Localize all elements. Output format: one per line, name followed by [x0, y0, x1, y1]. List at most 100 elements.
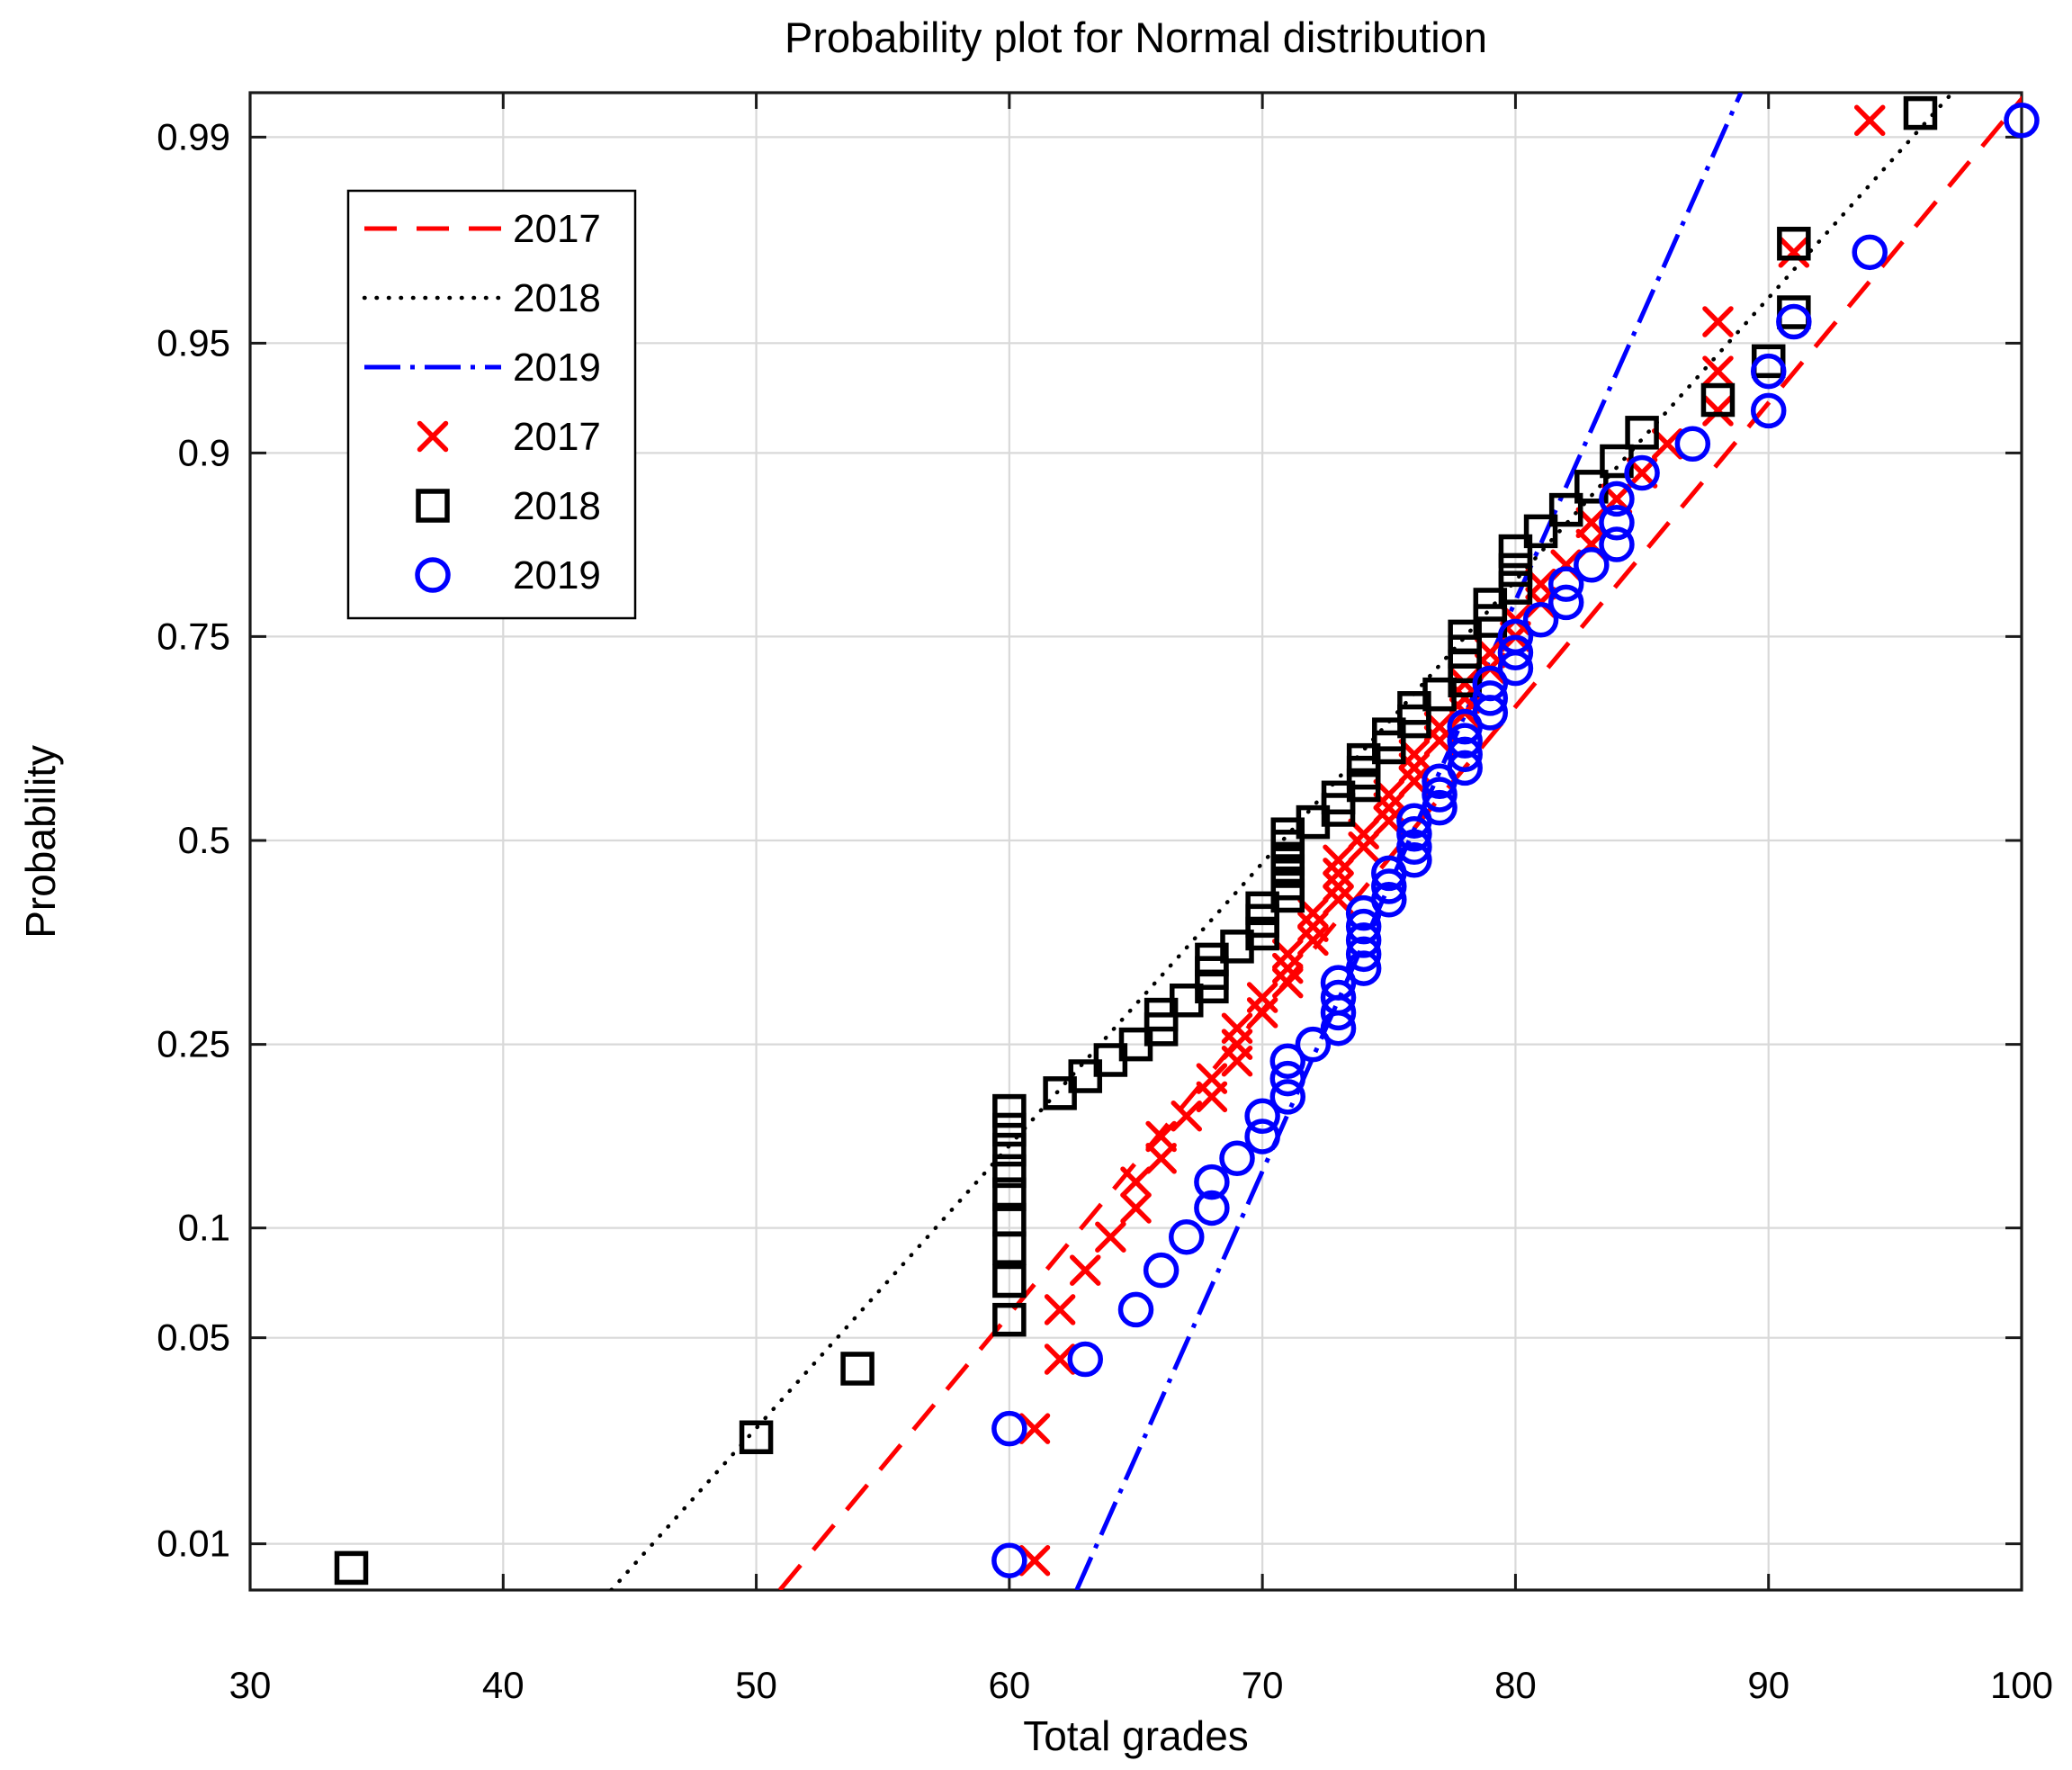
x-tick-label: 50 [735, 1664, 777, 1706]
legend: 2017 2018 2019 2017 2018 2019 [346, 189, 637, 620]
data-point-2019 [1117, 1291, 1154, 1328]
data-point-2019 [1345, 922, 1382, 958]
data-point-2018 [1777, 227, 1811, 261]
data-point-2019 [1674, 426, 1711, 463]
data-point-2017 [1044, 1294, 1076, 1325]
data-point-2019 [1320, 979, 1357, 1016]
data-point-2019 [1396, 829, 1432, 866]
data-point-2018 [1473, 588, 1508, 622]
data-point-2019 [2004, 103, 2040, 139]
data-point-2019 [1574, 547, 1610, 583]
data-point-2019 [1624, 454, 1660, 491]
legend-item-2018-line: 2018 [362, 276, 601, 320]
y-tick-label: 0.99 [157, 115, 230, 157]
data-point-2019 [1547, 566, 1584, 602]
legend-label: 2018 [513, 484, 601, 528]
data-point-2019 [1371, 882, 1407, 918]
data-point-2019 [991, 1542, 1027, 1578]
data-point-2019 [1295, 1026, 1332, 1063]
data-point-2017 [1297, 911, 1329, 942]
legend-label: 2019 [513, 553, 601, 597]
data-point-2019 [1169, 1218, 1205, 1255]
x-axis-label: Total grades [1023, 1712, 1249, 1759]
legend-item-2018-marker: 2018 [416, 484, 601, 528]
data-point-2019 [1269, 1043, 1306, 1079]
data-point-2019 [1345, 950, 1382, 986]
x-tick-label: 30 [229, 1664, 272, 1706]
data-point-2019 [1447, 723, 1483, 759]
legend-marker-sample [415, 557, 451, 593]
data-point-2018 [992, 1202, 1027, 1237]
data-point-2019 [1472, 665, 1509, 702]
data-point-2019 [1345, 936, 1382, 973]
y-tick-label: 0.75 [157, 615, 230, 657]
plot-border [248, 91, 2023, 1592]
data-point-2017 [1120, 1166, 1152, 1198]
data-point-2019 [991, 1410, 1027, 1447]
data-point-2017 [1246, 982, 1278, 1013]
data-point-2019 [1396, 842, 1432, 878]
legend-box [346, 189, 637, 620]
legend-marker-sample [416, 489, 450, 523]
data-point-2019 [1269, 1060, 1306, 1097]
chart-title: Probability plot for Normal distribution [784, 13, 1488, 61]
y-tick-label: 0.05 [157, 1316, 230, 1359]
data-point-2018 [1700, 382, 1736, 418]
legend-label: 2017 [513, 207, 601, 251]
x-tick-label: 40 [482, 1664, 525, 1706]
y-tick-label: 0.01 [157, 1523, 230, 1565]
legend-label: 2017 [513, 415, 601, 459]
data-point-2017 [1145, 1120, 1177, 1153]
fit-line-2018 [609, 93, 1955, 1590]
data-point-2017 [1702, 306, 1734, 337]
data-point-2019 [1852, 234, 1888, 271]
data-point-2019 [1750, 353, 1787, 390]
data-point-2019 [1750, 392, 1787, 429]
data-point-2017 [1702, 355, 1734, 387]
data-point-2017 [1145, 1143, 1177, 1174]
data-point-2018 [1903, 95, 1938, 130]
data-point-2019 [1219, 1140, 1255, 1176]
data-point-2019 [1422, 789, 1458, 826]
y-tick-label: 0.9 [178, 431, 230, 473]
axes [248, 91, 2023, 1592]
y-tick-label: 0.1 [178, 1207, 230, 1249]
data-point-2018 [992, 1302, 1027, 1337]
tick-labels: 0.01 0.05 0.1 0.25 0.5 0.75 0.9 0.95 0.99 30 40 50 6… [157, 115, 2053, 1706]
data-point-2017 [1297, 924, 1329, 957]
data-point-2019 [1396, 815, 1432, 852]
legend-item-2019-line: 2019 [364, 346, 601, 390]
data-point-2017 [1095, 1221, 1126, 1253]
data-point-2019 [1143, 1252, 1180, 1289]
data-point-2017 [1171, 1100, 1203, 1132]
y-tick-label: 0.95 [157, 321, 230, 364]
data-point-2019 [1422, 777, 1458, 813]
data-point-2018 [334, 1550, 369, 1586]
legend-label: 2019 [513, 346, 601, 390]
data-point-2017 [1069, 1254, 1101, 1286]
data-point-2018 [992, 1132, 1027, 1167]
series-2019 [991, 103, 2040, 1578]
legend-item-2017-marker: 2017 [417, 415, 601, 459]
data-point-2019 [1067, 1341, 1103, 1378]
data-point-2017 [1853, 104, 1886, 137]
data-point-2017 [1323, 858, 1354, 889]
data-point-2017 [1018, 1413, 1051, 1444]
data-point-2019 [1447, 750, 1483, 786]
data-point-2019 [1599, 481, 1635, 517]
data-point-2018 [1498, 534, 1533, 569]
data-point-2017 [1323, 870, 1354, 903]
data-point-2017 [1044, 1343, 1076, 1375]
data-point-2018 [1043, 1076, 1077, 1110]
legend-item-2019-marker: 2019 [415, 553, 601, 597]
data-point-2019 [1497, 634, 1534, 671]
y-axis-label: Probability [17, 744, 64, 939]
data-point-2018 [1625, 416, 1659, 450]
data-point-2018 [992, 1154, 1027, 1189]
x-tick-label: 90 [1747, 1664, 1789, 1706]
data-point-2019 [1447, 736, 1483, 773]
y-tick-label: 0.5 [178, 819, 230, 861]
fit-line-2017 [777, 95, 2022, 1590]
